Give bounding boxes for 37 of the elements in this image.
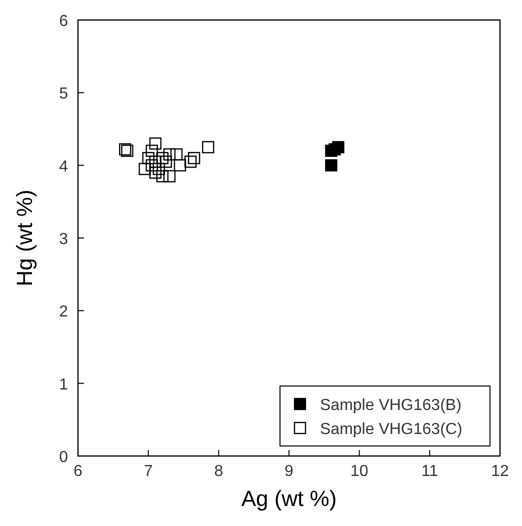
y-tick-label: 1 — [59, 376, 68, 394]
point — [328, 143, 341, 156]
point — [142, 152, 154, 164]
x-tick-label: 8 — [214, 463, 224, 480]
point — [170, 148, 183, 161]
point — [149, 137, 162, 150]
point — [156, 170, 168, 182]
point — [160, 156, 172, 168]
legend-label: Sample VHG163(C) — [320, 421, 462, 438]
x-tick-label: 11 — [421, 463, 438, 480]
y-tick-label: 0 — [59, 449, 68, 466]
x-tick-label: 7 — [144, 463, 153, 480]
y-tick-label: 6 — [59, 13, 68, 30]
x-tick-label: 12 — [491, 463, 509, 480]
point — [184, 156, 197, 168]
point — [163, 148, 176, 161]
point — [152, 162, 165, 176]
point — [156, 152, 168, 164]
point — [149, 166, 162, 179]
point — [325, 159, 338, 172]
point — [146, 159, 158, 172]
x-tick-label: 9 — [284, 463, 294, 480]
point — [174, 159, 186, 172]
point — [202, 141, 214, 154]
y-tick-label: 3 — [59, 231, 68, 248]
x-axis-title: Ag (wt %) — [241, 486, 337, 511]
y-tick-label: 5 — [59, 86, 68, 103]
point — [138, 162, 151, 176]
point — [188, 152, 200, 164]
x-tick-label: 10 — [350, 463, 368, 480]
point — [163, 170, 176, 182]
y-tick-label: 4 — [59, 158, 68, 176]
y-axis-title: Hg (wt %) — [12, 190, 37, 286]
x-tick-label: 6 — [74, 463, 83, 480]
y-tick-label: 2 — [59, 304, 68, 321]
point — [146, 144, 158, 157]
legend-label: Sample VHG163(B) — [320, 397, 462, 414]
